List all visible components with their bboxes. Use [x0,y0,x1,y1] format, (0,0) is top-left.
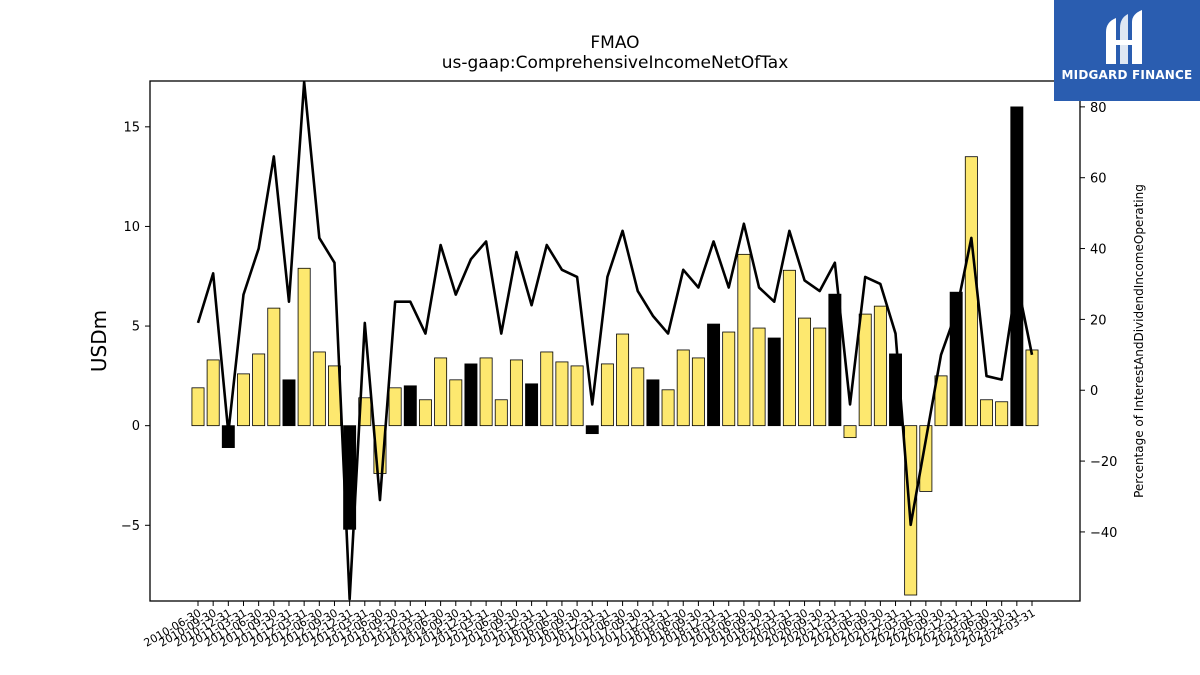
bar [798,317,812,427]
bar [312,351,326,427]
y-tick-label: 0 [132,419,140,434]
left-axis: −5 0 5 10 15 [121,120,150,534]
y2-tick-label: −40 [1090,526,1117,541]
bar [479,357,493,427]
bar [388,387,402,427]
logo-text: MIDGARD FINANCE [1061,68,1193,82]
bar [919,425,933,492]
y-tick-label: 15 [123,120,140,135]
bar [403,385,417,427]
x-axis: 2010-06-302010-09-302010-12-312011-03-31… [142,601,1038,650]
midgard-logo-icon [1106,10,1142,64]
bar [509,359,523,427]
bar [752,327,766,427]
y2-tick-label: 0 [1090,384,1098,399]
chart-title: FMAO [590,33,639,53]
bar [707,323,721,427]
bar [540,351,554,427]
bar [691,357,705,427]
bar [206,359,220,427]
plot-frame [149,80,1081,602]
bar [873,305,887,427]
bar [434,357,448,427]
bar [252,353,266,427]
bar [191,387,205,427]
bar [949,291,963,427]
bar [570,365,584,427]
bar [722,331,736,427]
line-layer [196,81,1034,601]
bar [616,333,630,427]
bar [494,399,508,427]
y-axis-label: USDm [87,310,111,372]
bar [418,399,432,427]
y2-tick-label: 80 [1090,101,1107,116]
logo: MIDGARD FINANCE [1054,0,1200,101]
bar [737,253,751,427]
bar [585,425,599,435]
bar [843,425,857,439]
bar [449,379,463,427]
bar [676,349,690,427]
y2-axis-label: Percentage of InterestAndDividendIncomeO… [1132,184,1146,498]
bar [267,307,281,427]
y2-tick-label: 40 [1090,243,1107,258]
bar [464,363,478,427]
bar [1010,106,1024,427]
bar [934,375,948,427]
bar [980,399,993,427]
bar [297,267,311,427]
bar [1025,349,1039,427]
y2-tick-label: 20 [1090,313,1107,328]
bar [964,156,978,427]
bar [525,383,539,427]
y-tick-label: 5 [132,320,140,335]
y2-tick-label: −20 [1090,455,1117,470]
bar [767,337,781,427]
chart-subtitle: us-gaap:ComprehensiveIncomeNetOfTax [442,53,789,73]
y-tick-label: 10 [123,220,140,235]
bar [282,379,296,427]
bar [237,373,250,427]
bar [813,327,827,427]
bar [600,363,614,427]
bar [646,379,660,427]
bar [555,361,569,427]
bar [661,389,675,427]
right-axis: −40 −20 0 20 40 60 80 [1080,101,1117,541]
bar [631,367,645,427]
series-line [196,81,1034,601]
bar [995,401,1009,427]
bar [782,269,796,427]
bar [828,293,842,427]
y-tick-label: −5 [121,519,140,534]
bar [858,313,872,427]
y2-tick-label: 60 [1090,172,1107,187]
